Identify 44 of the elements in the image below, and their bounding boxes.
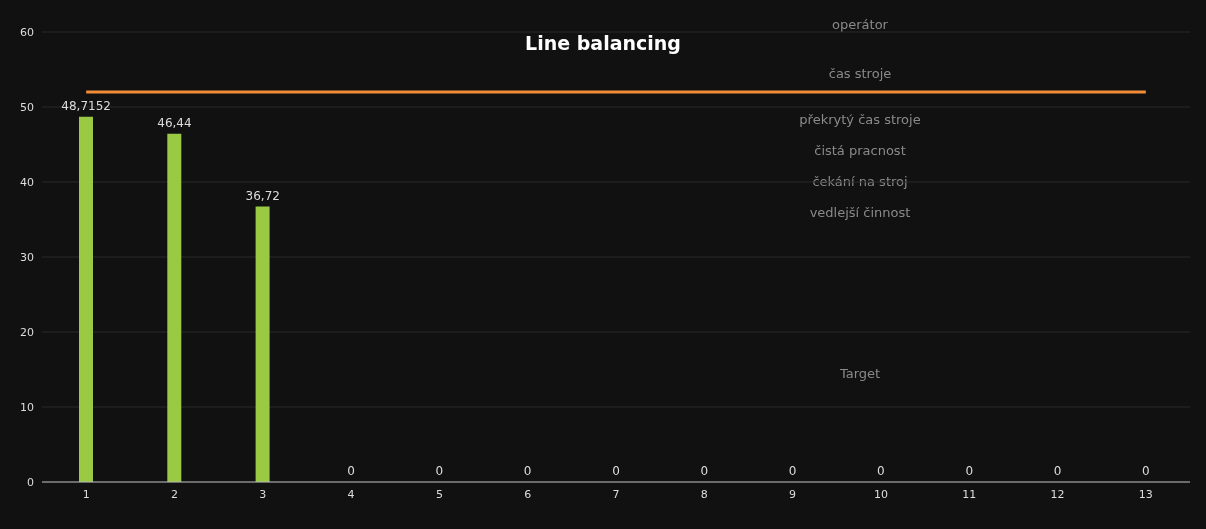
data-label: 48,7152 bbox=[61, 98, 111, 113]
data-label: 0 bbox=[877, 464, 885, 478]
y-tick-label: 30 bbox=[20, 250, 34, 264]
annotation: operátor bbox=[831, 17, 889, 32]
x-tick-label: 3 bbox=[259, 487, 267, 501]
data-label: 0 bbox=[612, 464, 620, 478]
y-tick-label: 0 bbox=[27, 475, 34, 489]
bar bbox=[167, 133, 182, 482]
x-tick-label: 6 bbox=[524, 487, 532, 501]
x-tick-label: 13 bbox=[1138, 487, 1153, 501]
data-label: 0 bbox=[523, 464, 532, 478]
bar bbox=[255, 206, 270, 482]
annotation: překrytý čas stroje bbox=[798, 112, 922, 127]
data-label: 0 bbox=[700, 464, 709, 478]
bar bbox=[79, 116, 93, 482]
data-label: 36,72 bbox=[245, 188, 280, 203]
x-tick-label: 11 bbox=[962, 487, 977, 501]
data-label: 46,44 bbox=[157, 115, 192, 130]
annotation: čistá pracnost bbox=[813, 143, 907, 158]
x-tick-label: 9 bbox=[789, 487, 797, 501]
x-tick-label: 5 bbox=[435, 487, 443, 501]
data-label: 0 bbox=[965, 464, 974, 478]
x-tick-label: 12 bbox=[1050, 487, 1065, 501]
annotation: vedlejší činnost bbox=[808, 205, 912, 220]
y-tick-label: 40 bbox=[20, 175, 34, 189]
data-label: 0 bbox=[1142, 464, 1150, 478]
x-tick-label: 2 bbox=[170, 487, 178, 501]
annotation: čas stroje bbox=[827, 66, 893, 81]
x-tick-label: 4 bbox=[347, 487, 355, 501]
x-tick-label: 1 bbox=[82, 487, 90, 501]
x-tick-label: 10 bbox=[873, 487, 888, 501]
data-label: 0 bbox=[788, 464, 797, 478]
data-label: 0 bbox=[435, 464, 444, 478]
y-tick-label: 20 bbox=[20, 325, 34, 339]
chart-title: Line balancing bbox=[525, 32, 681, 54]
x-tick-label: 7 bbox=[612, 487, 620, 501]
data-label: 0 bbox=[1053, 464, 1062, 478]
annotation: Target bbox=[838, 366, 882, 381]
data-label: 0 bbox=[347, 464, 355, 478]
annotation: čekání na stroj bbox=[811, 174, 909, 189]
x-tick-label: 8 bbox=[700, 487, 708, 501]
y-tick-label: 50 bbox=[20, 100, 34, 114]
y-tick-label: 60 bbox=[20, 25, 34, 39]
y-tick-label: 10 bbox=[20, 400, 34, 414]
